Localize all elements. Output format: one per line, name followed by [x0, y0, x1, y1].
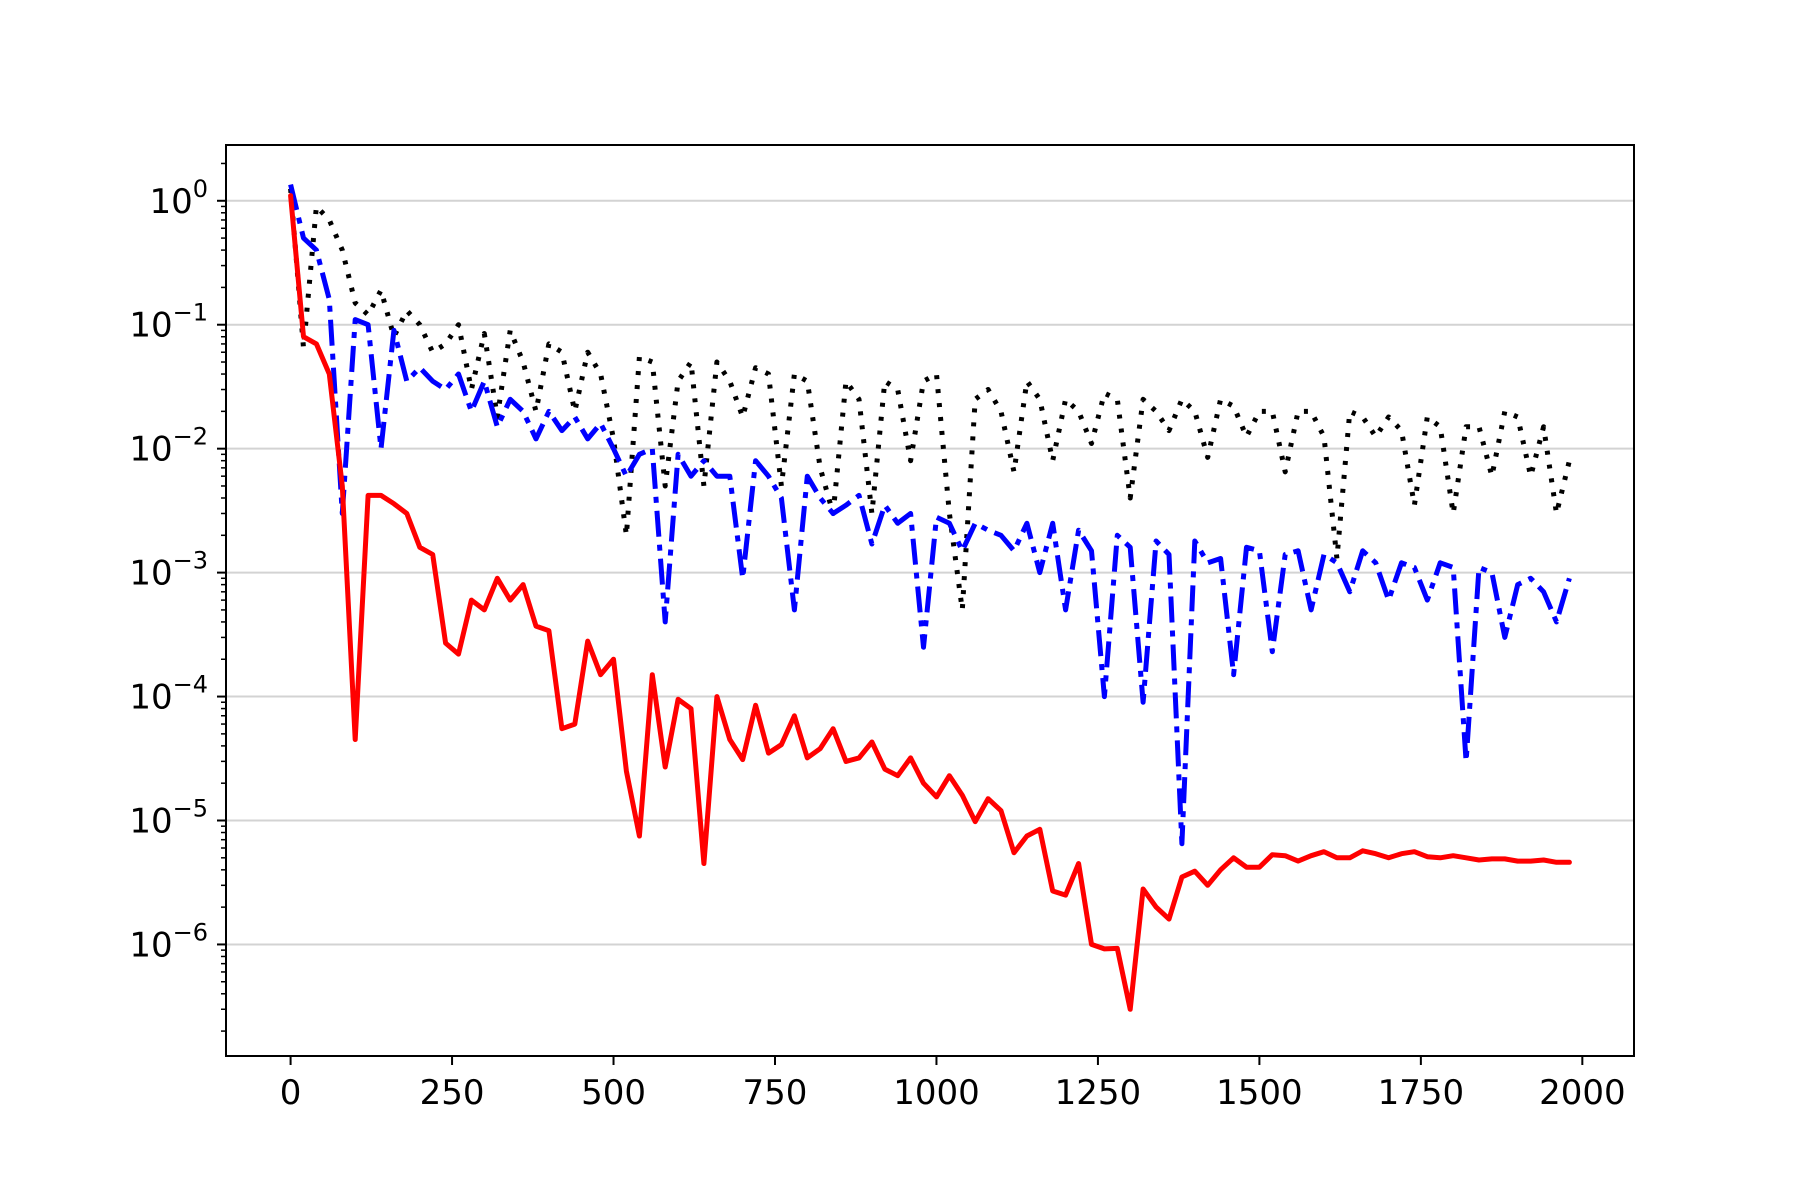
y-tick-exponent: 0 [193, 175, 208, 203]
y-tick-base: 10 [129, 678, 172, 718]
y-tick-base: 10 [129, 430, 172, 470]
x-axis: 0 250 500 750 1000 1250 1500 1750 2000 [280, 1056, 1626, 1113]
x-tick-label: 1250 [1055, 1073, 1142, 1113]
y-tick-exponent: −4 [173, 671, 208, 699]
y-tick-label: 10−4 [129, 671, 208, 718]
y-tick-exponent: −1 [173, 299, 208, 327]
y-tick-label: 10−1 [129, 299, 208, 346]
x-tick-label: 1500 [1216, 1073, 1303, 1113]
y-tick-exponent: −6 [173, 918, 208, 946]
x-tick-label: 1000 [893, 1073, 980, 1113]
x-tick-label: 0 [280, 1073, 302, 1113]
y-tick-exponent: −5 [173, 795, 208, 823]
plot-series [288, 184, 1572, 1012]
x-tick-label: 2000 [1539, 1073, 1626, 1113]
y-tick-label: 10−5 [129, 795, 208, 842]
x-tick-label: 750 [743, 1073, 808, 1113]
series-line-dotted [288, 188, 1572, 613]
y-tick-label: 10−2 [129, 423, 208, 470]
x-tick-label: 250 [420, 1073, 485, 1113]
y-tick-label: 10−3 [129, 547, 208, 594]
y-tick-base: 10 [129, 802, 172, 842]
y-tick-label: 10−6 [129, 918, 208, 965]
y-tick-exponent: −2 [173, 423, 208, 451]
y-tick-base: 10 [149, 182, 192, 222]
y-tick-label: 100 [149, 175, 208, 222]
y-tick-base: 10 [129, 306, 172, 346]
y-tick-base: 10 [129, 925, 172, 965]
y-tick-exponent: −3 [173, 547, 208, 575]
x-tick-label: 500 [581, 1073, 646, 1113]
x-tick-label: 1750 [1378, 1073, 1465, 1113]
y-tick-base: 10 [129, 554, 172, 594]
series-line-solid [288, 193, 1572, 1012]
